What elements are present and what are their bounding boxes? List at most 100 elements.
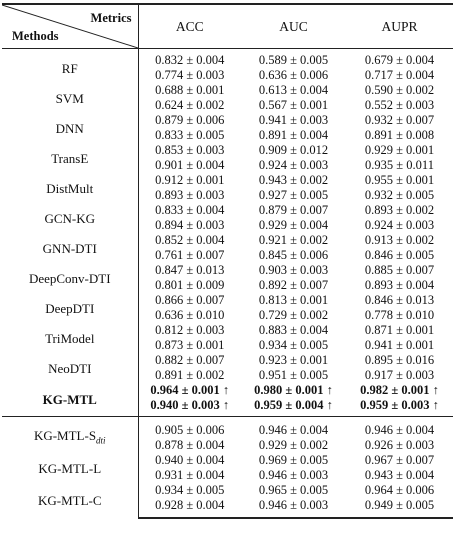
metric-value-cell: 0.929 ± 0.004 — [258, 218, 329, 232]
metric-value-cell: 0.913 ± 0.002 — [364, 233, 435, 247]
table-row: 0.901 ± 0.004 0.924 ± 0.003 0.935 ± 0.011 — [2, 158, 453, 173]
metric-value-cell: 0.927 ± 0.005 — [258, 188, 329, 202]
metric-value-cell: 0.636 ± 0.010 — [155, 308, 225, 322]
method-name-cell: DistMult — [2, 173, 139, 203]
metric-value-cell: 0.964 ± 0.006 — [364, 483, 435, 497]
method-name: DNN — [55, 120, 84, 136]
metric-value-cell: 0.679 ± 0.004 — [364, 53, 435, 67]
metric-value-cell: 0.893 ± 0.002 — [364, 203, 435, 217]
metric-value-cell: 0.940 ± 0.004 — [155, 453, 225, 467]
method-name: DeepConv-DTI — [28, 270, 111, 286]
method-name-cell: DNN — [2, 113, 139, 143]
metric-value-cell: 0.895 ± 0.016 — [364, 353, 435, 367]
table-row: 0.878 ± 0.004 0.929 ± 0.002 0.926 ± 0.003 — [2, 438, 453, 453]
main-results-body: RF 0.832 ± 0.004 0.589 ± 0.005 0.679 ± 0.00… — [2, 48, 453, 417]
metric-value-cell: 0.924 ± 0.003 — [364, 218, 435, 232]
metric-value-cell: 0.590 ± 0.002 — [364, 83, 435, 97]
metric-value-cell: 0.929 ± 0.002 — [258, 438, 329, 452]
method-name: DistMult — [46, 180, 94, 196]
metric-value-cell: 0.894 ± 0.003 — [155, 218, 225, 232]
method-name-cell: KG-MTL-Sdti — [2, 416, 139, 453]
method-name: TriModel — [45, 330, 95, 346]
metric-value-cell: 0.917 ± 0.003 — [364, 368, 435, 382]
method-name-cell: RF — [2, 48, 139, 83]
metric-value-cell: 0.943 ± 0.004 — [364, 468, 435, 482]
metric-value-cell: 0.951 ± 0.005 — [258, 368, 329, 382]
metric-value-cell: 0.883 ± 0.004 — [258, 323, 329, 337]
table-row: 0.801 ± 0.009 0.892 ± 0.007 0.893 ± 0.004 — [2, 278, 453, 293]
table-row: 0.928 ± 0.004 0.946 ± 0.003 0.949 ± 0.005 — [2, 498, 453, 519]
metric-value-cell: 0.833 ± 0.004 — [155, 203, 225, 217]
method-name-cell: DeepDTI — [2, 293, 139, 323]
metric-value-cell: 0.624 ± 0.002 — [155, 98, 225, 112]
metric-value-cell: 0.717 ± 0.004 — [364, 68, 435, 82]
metric-value-cell: 0.912 ± 0.001 — [155, 173, 225, 187]
metric-value-cell: 0.893 ± 0.004 — [364, 278, 435, 292]
method-name: KG-MTL-L — [38, 460, 102, 476]
method-name: GNN-DTI — [42, 240, 97, 256]
table-row: KG-MTL-C 0.934 ± 0.005 0.965 ± 0.005 0.964 … — [2, 483, 453, 518]
table-row: GNN-DTI 0.852 ± 0.004 0.921 ± 0.002 0.913 ±… — [2, 233, 453, 263]
method-name-cell: KG-MTL-L — [2, 453, 139, 483]
table-row: DistMult 0.912 ± 0.001 0.943 ± 0.002 0.955 … — [2, 173, 453, 203]
diagonal-divider — [2, 5, 138, 48]
metric-value-cell: 0.901 ± 0.004 — [155, 158, 225, 172]
table-row: 0.833 ± 0.005 0.891 ± 0.004 0.891 ± 0.008 — [2, 128, 453, 143]
metric-value-cell: 0.934 ± 0.005 — [155, 483, 225, 497]
metric-value-cell: 0.891 ± 0.002 — [155, 368, 225, 382]
method-name: TransE — [51, 150, 89, 166]
metric-value-cell: 0.980 ± 0.001 ↑ — [254, 383, 333, 397]
method-name-cell: KG-MTL-C — [2, 483, 139, 518]
table-row: DNN 0.879 ± 0.006 0.941 ± 0.003 0.932 ± 0.0… — [2, 113, 453, 143]
metric-value-cell: 0.892 ± 0.007 — [258, 278, 329, 292]
method-name: KG-MTL-S — [33, 427, 97, 443]
table-row: 0.761 ± 0.007 0.845 ± 0.006 0.846 ± 0.005 — [2, 248, 453, 263]
metric-value-cell: 0.943 ± 0.002 — [258, 173, 329, 187]
table-row: DeepDTI 0.866 ± 0.007 0.813 ± 0.001 0.846 ±… — [2, 293, 453, 323]
table-row: RF 0.832 ± 0.004 0.589 ± 0.005 0.679 ± 0.00… — [2, 48, 453, 83]
metric-value-cell: 0.982 ± 0.001 ↑ — [360, 383, 439, 397]
table-row: 0.891 ± 0.002 0.951 ± 0.005 0.917 ± 0.003 — [2, 368, 453, 383]
metric-value-cell: 0.882 ± 0.007 — [155, 353, 225, 367]
metric-value-cell: 0.871 ± 0.001 — [364, 323, 435, 337]
metric-value-cell: 0.940 ± 0.003 ↑ — [150, 398, 230, 412]
metric-value-cell: 0.932 ± 0.007 — [364, 113, 435, 127]
metric-value-cell: 0.935 ± 0.011 — [365, 158, 434, 172]
table-row: 0.636 ± 0.010 0.729 ± 0.002 0.778 ± 0.010 — [2, 308, 453, 323]
results-table: Metrics Methods ACC AUC AUPR RF 0.832 ± 0… — [2, 3, 453, 519]
metric-value-cell: 0.921 ± 0.002 — [258, 233, 329, 247]
column-header-acc: ACC — [138, 3, 241, 49]
method-name: RF — [61, 60, 78, 76]
metric-value-cell: 0.959 ± 0.003 ↑ — [360, 398, 439, 412]
metric-value-cell: 0.891 ± 0.008 — [364, 128, 435, 142]
metric-value-cell: 0.845 ± 0.006 — [258, 248, 329, 262]
method-name-cell: TriModel — [2, 323, 139, 353]
metric-value-cell: 0.946 ± 0.004 — [346, 416, 453, 438]
method-name-cell: GNN-DTI — [2, 233, 139, 263]
column-header-aupr: AUPR — [346, 3, 453, 49]
table-row: NeoDTI 0.882 ± 0.007 0.923 ± 0.001 0.895 ± … — [2, 353, 453, 383]
metric-value-cell: 0.932 ± 0.005 — [364, 188, 435, 202]
metric-value-cell: 0.729 ± 0.002 — [258, 308, 329, 322]
metric-value-cell: 0.812 ± 0.003 — [155, 323, 225, 337]
metric-value-cell: 0.878 ± 0.004 — [155, 438, 225, 452]
metric-value-cell: 0.931 ± 0.004 — [155, 468, 225, 482]
methods-header-label: Methods — [12, 29, 59, 43]
method-name-cell: NeoDTI — [2, 353, 139, 383]
table-row: 0.894 ± 0.003 0.929 ± 0.004 0.924 ± 0.003 — [2, 218, 453, 233]
diagonal-header-cell: Metrics Methods — [2, 3, 139, 49]
metric-value-cell: 0.923 ± 0.001 — [258, 353, 329, 367]
metric-value-cell: 0.613 ± 0.004 — [258, 83, 329, 97]
metric-value-cell: 0.946 ± 0.004 — [241, 416, 346, 438]
metric-value-cell: 0.949 ± 0.005 — [346, 498, 453, 519]
metric-value-cell: 0.852 ± 0.004 — [155, 233, 225, 247]
metric-value-cell: 0.885 ± 0.007 — [364, 263, 435, 277]
metric-value-cell: 0.813 ± 0.001 — [258, 293, 329, 307]
metric-value-cell: 0.552 ± 0.003 — [364, 98, 435, 112]
metric-value-cell: 0.926 ± 0.003 — [364, 438, 435, 452]
metric-value-cell: 0.801 ± 0.009 — [155, 278, 225, 292]
table-row: KG-MTL 0.964 ± 0.001 ↑ 0.980 ± 0.001 ↑ 0.98… — [2, 383, 453, 417]
table-row: 0.873 ± 0.001 0.934 ± 0.005 0.941 ± 0.001 — [2, 338, 453, 353]
metric-value-cell: 0.969 ± 0.005 — [258, 453, 329, 467]
method-name: KG-MTL-C — [37, 493, 102, 508]
